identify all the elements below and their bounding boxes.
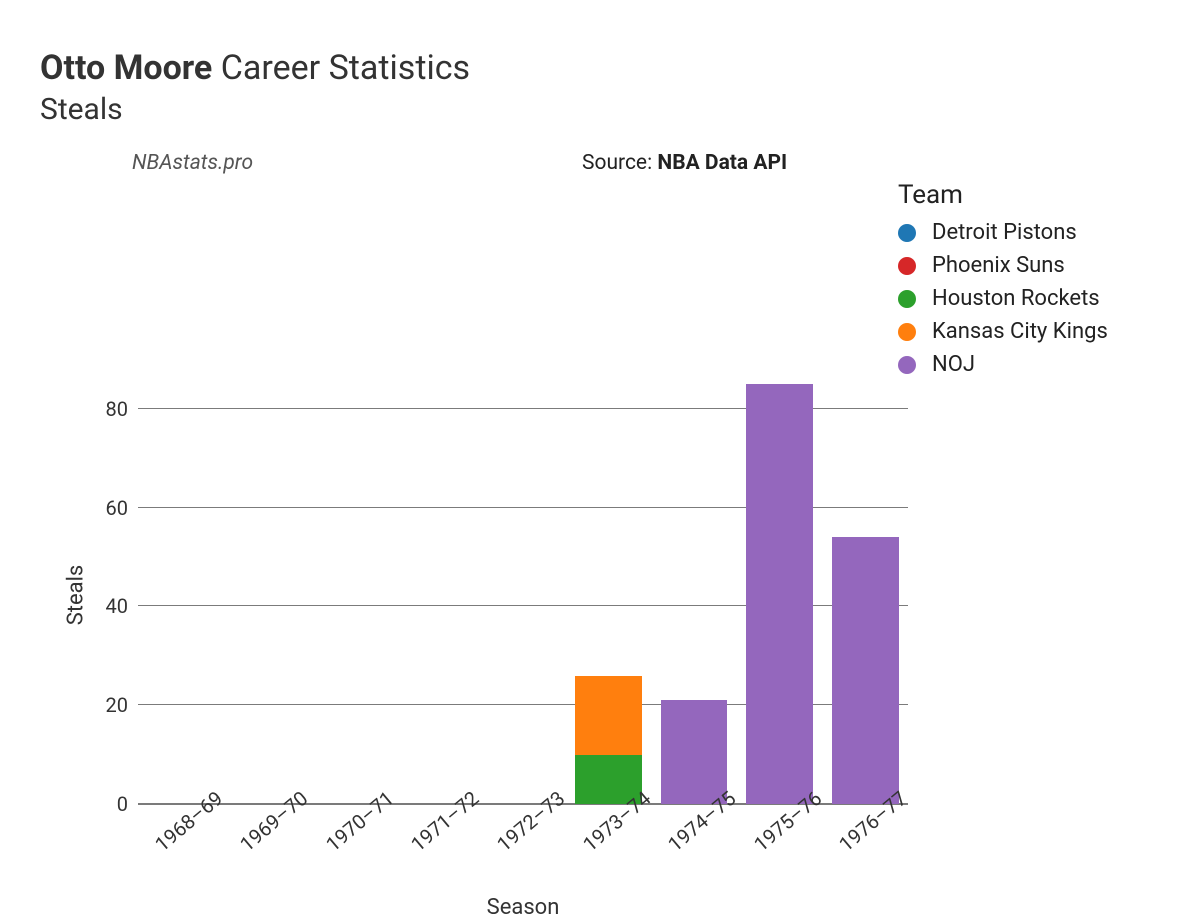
legend-swatch — [898, 290, 916, 308]
ytick-label: 40 — [106, 594, 128, 618]
legend-swatch — [898, 356, 916, 374]
xtick-label: 1969–70 — [235, 786, 312, 856]
ytick-label: 80 — [106, 397, 128, 421]
bar-segment — [832, 537, 899, 804]
legend-swatch — [898, 323, 916, 341]
y-axis-title: Steals — [64, 565, 89, 626]
bar-segment — [661, 700, 728, 804]
ytick-label: 20 — [106, 693, 128, 717]
legend-item: Kansas City Kings — [898, 319, 1108, 344]
legend-item: NOJ — [898, 352, 1108, 377]
bar-segment — [575, 676, 642, 755]
chart-container: Otto Moore Career Statistics Steals NBAs… — [0, 0, 1200, 800]
ytick-label: 0 — [117, 792, 128, 816]
watermark-text: NBAstats.pro — [132, 151, 253, 175]
source-name: NBA Data API — [657, 151, 787, 175]
legend-label: Kansas City Kings — [932, 319, 1108, 344]
bar-segment — [746, 384, 813, 804]
x-axis-title: Season — [487, 895, 560, 920]
source-label: Source: NBA Data API — [582, 151, 787, 175]
legend-item: Detroit Pistons — [898, 220, 1108, 245]
ytick-label: 60 — [106, 496, 128, 520]
meta-row: NBAstats.pro Source: NBA Data API — [40, 151, 1160, 179]
legend-label: Detroit Pistons — [932, 220, 1077, 245]
legend-title: Team — [898, 180, 1108, 210]
legend-swatch — [898, 257, 916, 275]
legend-label: Phoenix Suns — [932, 253, 1065, 278]
plot-area: 0204060801968–691969–701970–711971–72197… — [138, 385, 908, 805]
chart-title: Otto Moore Career Statistics — [40, 48, 1160, 88]
legend-item: Houston Rockets — [898, 286, 1108, 311]
legend-item: Phoenix Suns — [898, 253, 1108, 278]
xtick-label: 1968–69 — [150, 786, 227, 856]
chart-titles: Otto Moore Career Statistics Steals — [40, 48, 1160, 127]
xtick-label: 1972–73 — [492, 786, 569, 856]
title-rest: Career Statistics — [221, 48, 470, 88]
legend: Team Detroit Pistons Phoenix Suns Houston … — [898, 180, 1108, 385]
legend-label: Houston Rockets — [932, 286, 1100, 311]
legend-label: NOJ — [932, 352, 975, 377]
chart-subtitle: Steals — [40, 92, 1160, 127]
player-name: Otto Moore — [40, 48, 212, 88]
legend-swatch — [898, 224, 916, 242]
xtick-label: 1971–72 — [407, 786, 484, 856]
xtick-label: 1970–71 — [321, 786, 398, 856]
source-prefix: Source: — [582, 151, 657, 175]
